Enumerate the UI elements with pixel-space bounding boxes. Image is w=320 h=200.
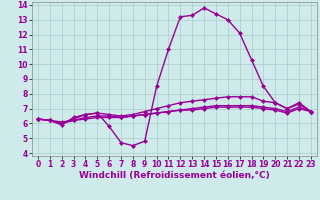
X-axis label: Windchill (Refroidissement éolien,°C): Windchill (Refroidissement éolien,°C) (79, 171, 270, 180)
